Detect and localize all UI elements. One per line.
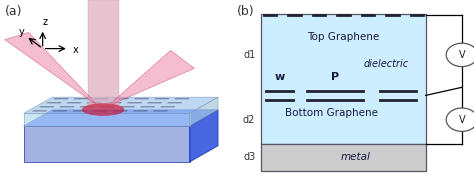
Text: Top Graphene: Top Graphene	[307, 32, 380, 42]
Text: dielectric: dielectric	[364, 59, 409, 69]
Polygon shape	[190, 110, 218, 162]
Text: V: V	[459, 115, 465, 125]
Ellipse shape	[82, 103, 124, 116]
Text: Bottom Graphene: Bottom Graphene	[285, 108, 378, 118]
Circle shape	[446, 108, 474, 131]
Text: V: V	[459, 50, 465, 60]
Polygon shape	[24, 113, 190, 126]
Polygon shape	[108, 50, 194, 106]
Text: d2: d2	[243, 115, 255, 125]
Text: (a): (a)	[5, 5, 22, 18]
Polygon shape	[73, 98, 89, 99]
Polygon shape	[5, 32, 98, 106]
Text: z: z	[43, 17, 47, 27]
Polygon shape	[119, 106, 135, 107]
Polygon shape	[174, 98, 190, 99]
Polygon shape	[79, 106, 95, 107]
Text: (b): (b)	[237, 5, 255, 18]
Polygon shape	[93, 98, 109, 99]
Text: d1: d1	[243, 50, 255, 60]
Bar	[261, 144, 426, 171]
Circle shape	[446, 43, 474, 67]
Polygon shape	[39, 106, 55, 107]
Polygon shape	[167, 102, 182, 103]
Polygon shape	[147, 102, 162, 103]
Polygon shape	[46, 102, 62, 103]
Polygon shape	[190, 97, 218, 126]
Polygon shape	[127, 102, 142, 103]
Polygon shape	[160, 106, 175, 107]
Polygon shape	[24, 110, 218, 126]
Text: P: P	[331, 72, 339, 82]
Text: x: x	[72, 45, 78, 55]
Polygon shape	[53, 98, 69, 99]
Polygon shape	[114, 98, 129, 99]
Polygon shape	[24, 97, 218, 113]
Polygon shape	[86, 102, 102, 103]
Polygon shape	[59, 106, 75, 107]
Polygon shape	[140, 106, 155, 107]
Polygon shape	[24, 126, 190, 162]
Polygon shape	[107, 102, 122, 103]
Text: d3: d3	[243, 152, 255, 163]
Bar	[261, 14, 426, 144]
Polygon shape	[88, 0, 118, 107]
Text: w: w	[274, 72, 284, 82]
Polygon shape	[134, 98, 149, 99]
Polygon shape	[66, 102, 82, 103]
Polygon shape	[154, 98, 169, 99]
Text: metal: metal	[341, 152, 371, 163]
Polygon shape	[100, 106, 115, 107]
Text: y: y	[18, 27, 24, 37]
